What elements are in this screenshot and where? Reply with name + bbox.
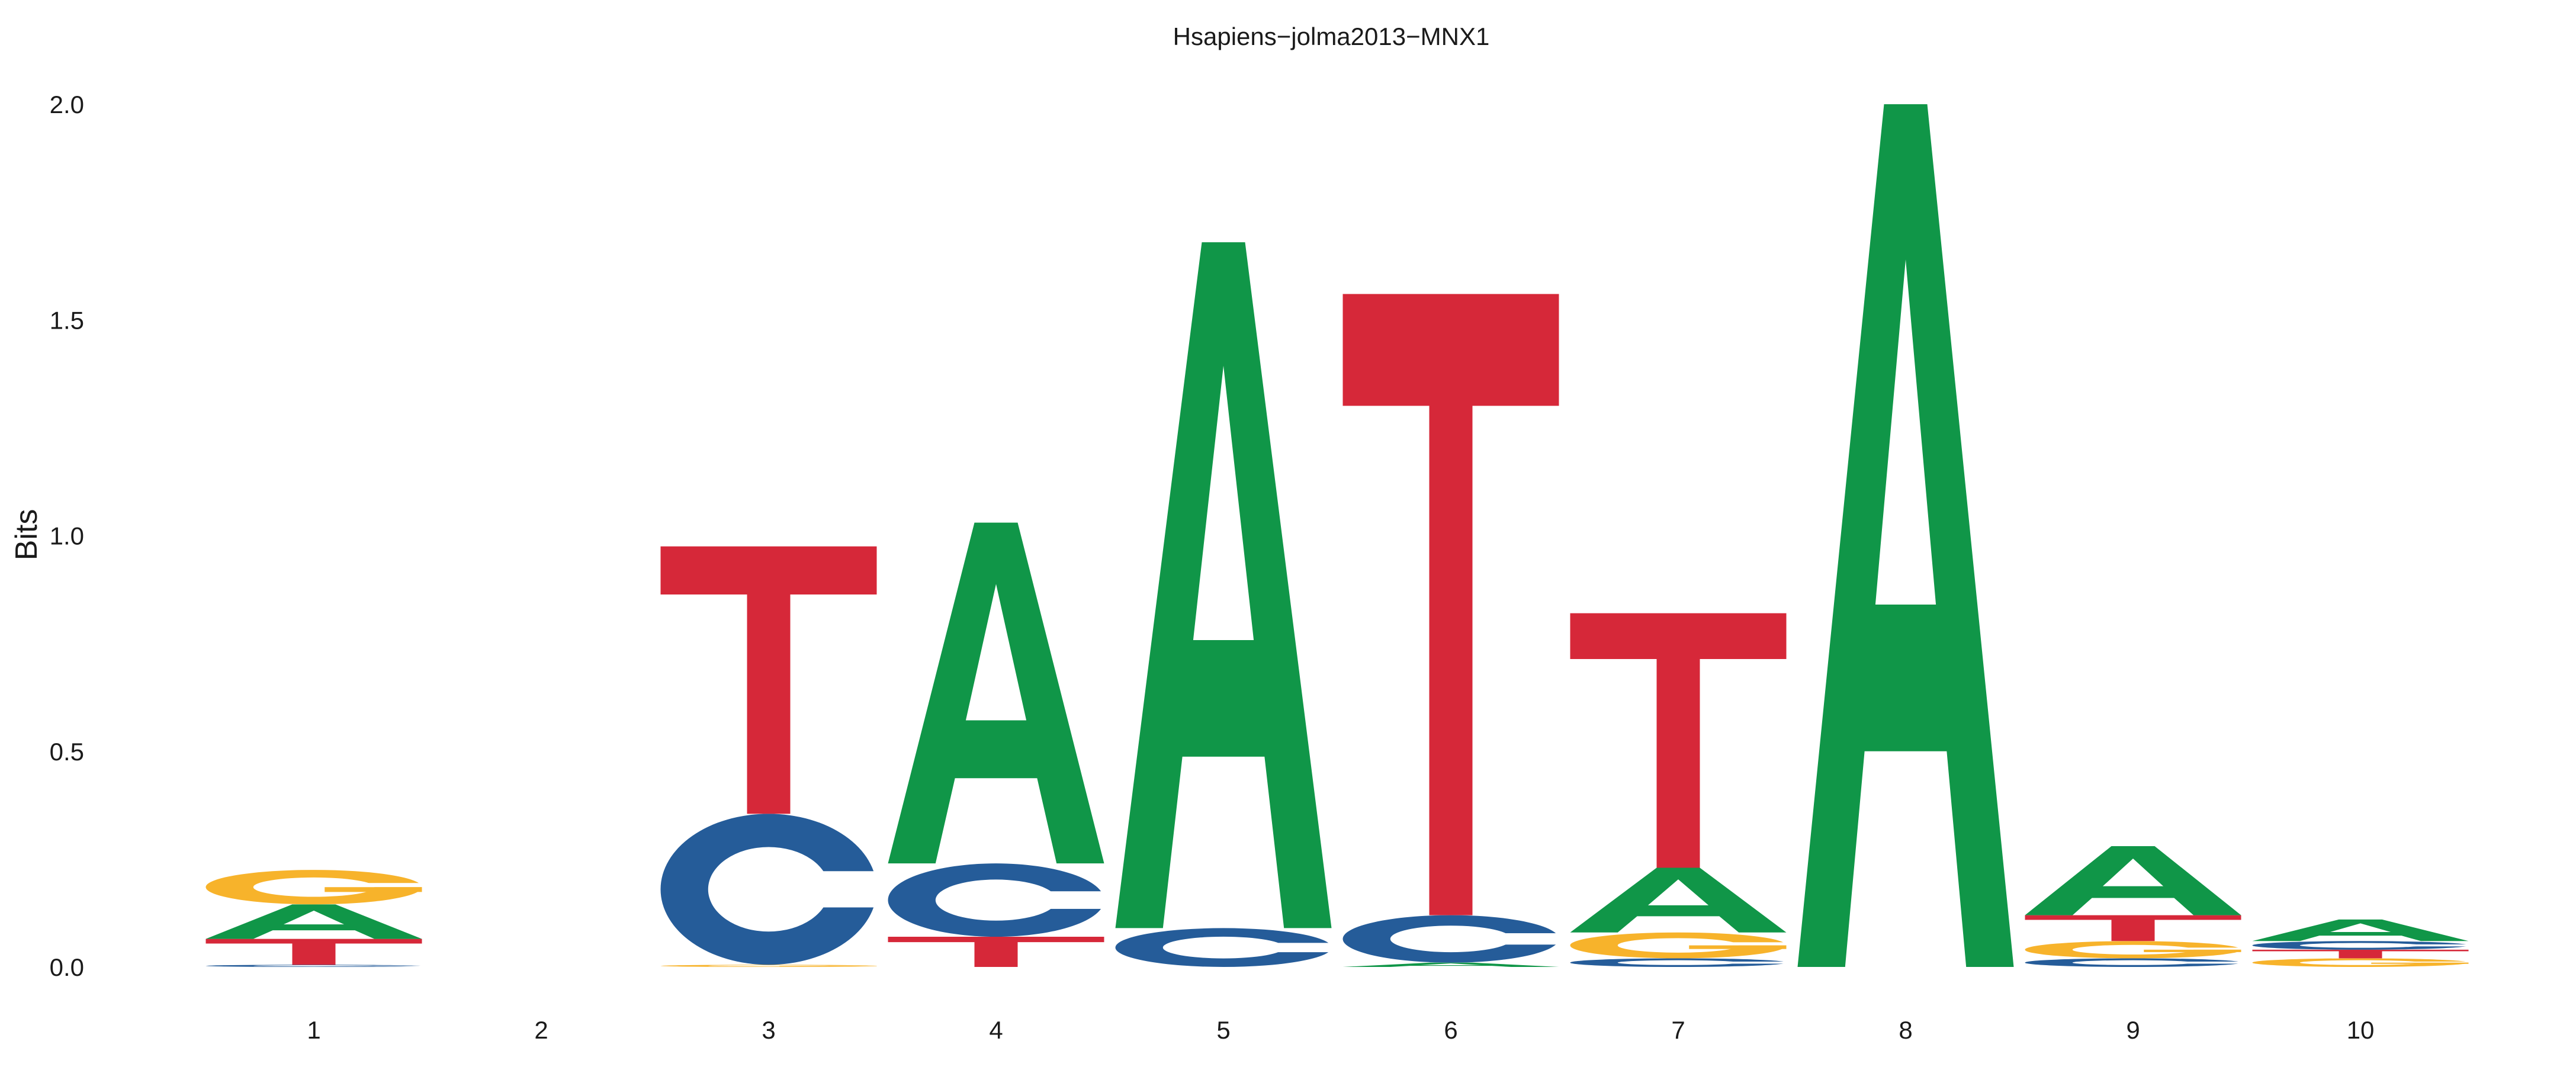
- letter-g-pos-9: [2025, 941, 2246, 959]
- x-tick-label: 1: [307, 1016, 320, 1044]
- letter-a-pos-4: [888, 522, 1104, 864]
- letter-g-pos-1: [205, 870, 426, 905]
- y-tick-label: 1.5: [50, 306, 84, 334]
- x-tick-label: 4: [989, 1016, 1003, 1044]
- y-tick-label: 0.0: [50, 953, 84, 981]
- letter-t-pos-3: [660, 546, 877, 814]
- letter-a-pos-7: [1570, 867, 1787, 933]
- letter-c-pos-6: [1342, 915, 1563, 963]
- letter-t-pos-4: [888, 937, 1104, 967]
- letter-c-pos-10: [2252, 941, 2473, 950]
- x-tick-label: 7: [1671, 1016, 1685, 1044]
- y-tick-label: 1.0: [50, 522, 84, 550]
- letter-c-pos-3: [660, 814, 881, 965]
- letter-t-pos-1: [205, 939, 422, 965]
- y-axis-ticks: 0.0 0.5 1.0 1.5 2.0: [50, 91, 84, 981]
- letter-a-pos-6: [1342, 962, 1559, 967]
- chart-title: Hsapiens−jolma2013−MNX1: [1173, 23, 1490, 50]
- letter-g-pos-7: [1570, 932, 1791, 959]
- x-tick-label: 6: [1444, 1016, 1457, 1044]
- letter-g-pos-10: [2252, 958, 2473, 967]
- x-tick-label: 2: [534, 1016, 548, 1044]
- letter-c-pos-9: [2025, 958, 2246, 967]
- letter-c-pos-1: [205, 965, 426, 967]
- letter-t-pos-10: [2252, 949, 2469, 959]
- x-tick-label: 5: [1216, 1016, 1230, 1044]
- x-tick-label: 8: [1899, 1016, 1912, 1044]
- x-tick-label: 3: [762, 1016, 775, 1044]
- y-tick-label: 2.0: [50, 91, 84, 118]
- y-axis-label: Bits: [9, 509, 44, 561]
- letter-a-pos-9: [2025, 846, 2241, 915]
- letter-a-pos-5: [1115, 242, 1332, 928]
- letter-c-pos-4: [888, 863, 1109, 937]
- letter-c-pos-7: [1570, 958, 1791, 967]
- letter-g-pos-3: [660, 965, 881, 967]
- letter-c-pos-5: [1115, 928, 1336, 967]
- letter-a-pos-1: [205, 904, 422, 939]
- logo-letters: [205, 104, 2473, 967]
- letter-a-pos-8: [1797, 104, 2014, 967]
- letter-t-pos-7: [1570, 613, 1787, 868]
- letter-t-pos-6: [1342, 294, 1559, 915]
- letter-a-pos-10: [2252, 919, 2469, 941]
- y-tick-label: 0.5: [50, 738, 84, 766]
- x-tick-label: 9: [2126, 1016, 2140, 1044]
- letter-t-pos-9: [2025, 915, 2241, 941]
- x-tick-label: 10: [2347, 1016, 2375, 1044]
- x-axis-ticks: 1 2 3 4 5 6 7 8 9 10: [307, 1016, 2374, 1044]
